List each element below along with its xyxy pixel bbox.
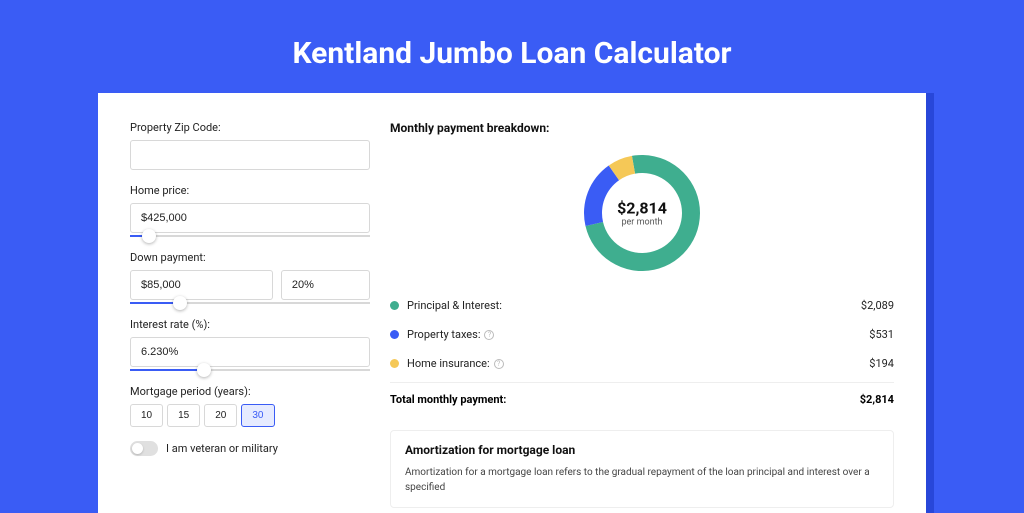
- home-price-field-group: Home price:: [130, 184, 370, 237]
- page-title: Kentland Jumbo Loan Calculator: [0, 0, 1024, 93]
- veteran-toggle-row: I am veteran or military: [130, 441, 370, 456]
- rate-label: Interest rate (%):: [130, 318, 370, 331]
- legend-row-2: Home insurance:?$194: [390, 349, 894, 378]
- home-price-slider-thumb[interactable]: [142, 229, 156, 243]
- breakdown-title: Monthly payment breakdown:: [390, 121, 894, 135]
- legend-row-0: Principal & Interest:$2,089: [390, 291, 894, 320]
- legend-value: $2,089: [861, 299, 894, 312]
- rate-slider-thumb[interactable]: [197, 363, 211, 377]
- total-label: Total monthly payment:: [390, 393, 860, 406]
- calculator-card: Property Zip Code: Home price: Down paym…: [98, 93, 926, 513]
- donut-center: $2,814 per month: [617, 199, 667, 228]
- veteran-label: I am veteran or military: [166, 442, 278, 455]
- period-label: Mortgage period (years):: [130, 385, 370, 398]
- total-value: $2,814: [860, 393, 894, 406]
- rate-input[interactable]: [130, 337, 370, 367]
- legend-value: $194: [869, 357, 894, 370]
- period-options: 10152030: [130, 404, 370, 427]
- donut-amount: $2,814: [617, 199, 667, 218]
- zip-input[interactable]: [130, 140, 370, 170]
- legend-label: Home insurance:?: [407, 357, 869, 370]
- home-price-label: Home price:: [130, 184, 370, 197]
- period-btn-30[interactable]: 30: [241, 404, 274, 427]
- legend-row-1: Property taxes:?$531: [390, 320, 894, 349]
- donut-chart-wrap: $2,814 per month: [390, 145, 894, 291]
- home-price-slider[interactable]: [130, 235, 370, 237]
- donut-slice-tax: [584, 165, 619, 226]
- legend-dot-icon: [390, 359, 399, 368]
- info-icon[interactable]: ?: [484, 330, 494, 340]
- legend-value: $531: [869, 328, 894, 341]
- veteran-toggle[interactable]: [130, 441, 158, 456]
- period-field-group: Mortgage period (years): 10152030: [130, 385, 370, 427]
- amortization-text: Amortization for a mortgage loan refers …: [405, 465, 879, 495]
- down-payment-slider[interactable]: [130, 302, 370, 304]
- amortization-title: Amortization for mortgage loan: [405, 443, 879, 457]
- period-btn-20[interactable]: 20: [204, 404, 237, 427]
- legend-label: Property taxes:?: [407, 328, 869, 341]
- period-btn-10[interactable]: 10: [130, 404, 163, 427]
- total-row: Total monthly payment: $2,814: [390, 382, 894, 416]
- rate-slider[interactable]: [130, 369, 370, 371]
- legend-dot-icon: [390, 301, 399, 310]
- donut-chart: $2,814 per month: [582, 153, 702, 273]
- down-payment-input[interactable]: [130, 270, 273, 300]
- inputs-column: Property Zip Code: Home price: Down paym…: [130, 121, 370, 485]
- info-icon[interactable]: ?: [494, 359, 504, 369]
- down-payment-field-group: Down payment:: [130, 251, 370, 304]
- amortization-box: Amortization for mortgage loan Amortizat…: [390, 430, 894, 508]
- breakdown-column: Monthly payment breakdown: $2,814 per mo…: [390, 121, 894, 485]
- zip-label: Property Zip Code:: [130, 121, 370, 134]
- down-payment-label: Down payment:: [130, 251, 370, 264]
- down-payment-slider-thumb[interactable]: [173, 296, 187, 310]
- donut-sublabel: per month: [617, 218, 667, 228]
- rate-field-group: Interest rate (%):: [130, 318, 370, 371]
- legend-label: Principal & Interest:: [407, 299, 861, 312]
- home-price-input[interactable]: [130, 203, 370, 233]
- zip-field-group: Property Zip Code:: [130, 121, 370, 170]
- legend-dot-icon: [390, 330, 399, 339]
- down-payment-pct-input[interactable]: [281, 270, 370, 300]
- legend: Principal & Interest:$2,089Property taxe…: [390, 291, 894, 378]
- period-btn-15[interactable]: 15: [167, 404, 200, 427]
